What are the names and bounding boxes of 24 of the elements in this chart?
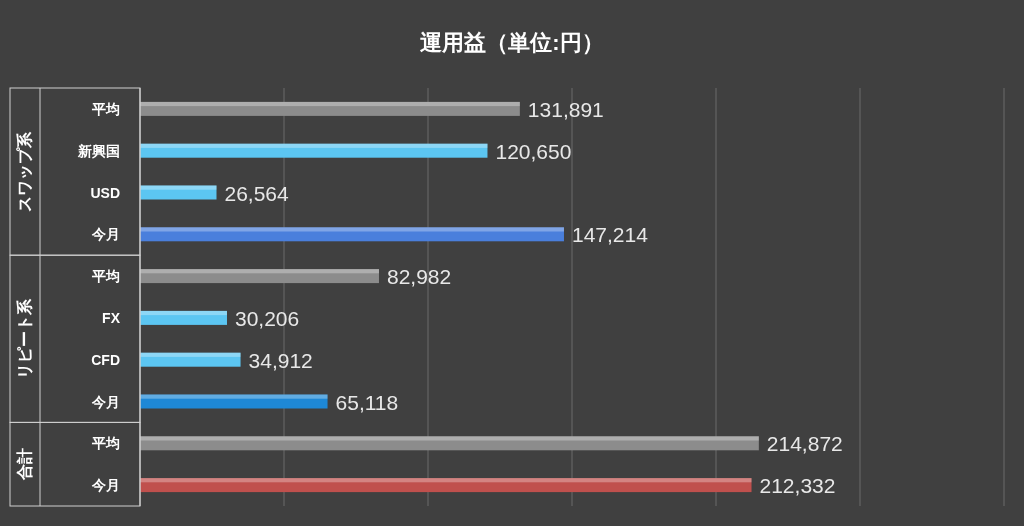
y-tick-label: 平均 bbox=[91, 100, 120, 117]
y-tick-label: CFD bbox=[91, 351, 120, 368]
data-label: 131,891 bbox=[527, 97, 604, 121]
data-label: 120,650 bbox=[495, 139, 572, 163]
data-label: 82,982 bbox=[386, 265, 452, 289]
y-tick-label: FX bbox=[102, 309, 121, 326]
text: スワップ系 bbox=[16, 130, 34, 212]
y-tick-label: USD bbox=[90, 184, 120, 201]
y-tick-label: 今月 bbox=[91, 393, 120, 410]
data-label: 214,872 bbox=[766, 432, 843, 456]
data-label: 26,564 bbox=[224, 181, 290, 205]
text: リピート系 bbox=[16, 297, 34, 379]
chart-title: 運用益（単位:円） bbox=[420, 30, 604, 55]
y-tick-label: 今月 bbox=[91, 477, 120, 494]
y-tick-label: 今月 bbox=[91, 226, 120, 243]
data-label: 147,214 bbox=[571, 223, 649, 247]
text: 合計 bbox=[16, 448, 34, 482]
data-label: 30,206 bbox=[234, 306, 300, 330]
data-label: 34,912 bbox=[248, 348, 313, 372]
data-label: 212,332 bbox=[759, 474, 836, 498]
y-tick-label: 新興国 bbox=[77, 142, 120, 159]
data-label: 65,118 bbox=[335, 390, 399, 414]
y-tick-label: 平均 bbox=[91, 268, 120, 285]
y-tick-label: 平均 bbox=[91, 435, 120, 452]
